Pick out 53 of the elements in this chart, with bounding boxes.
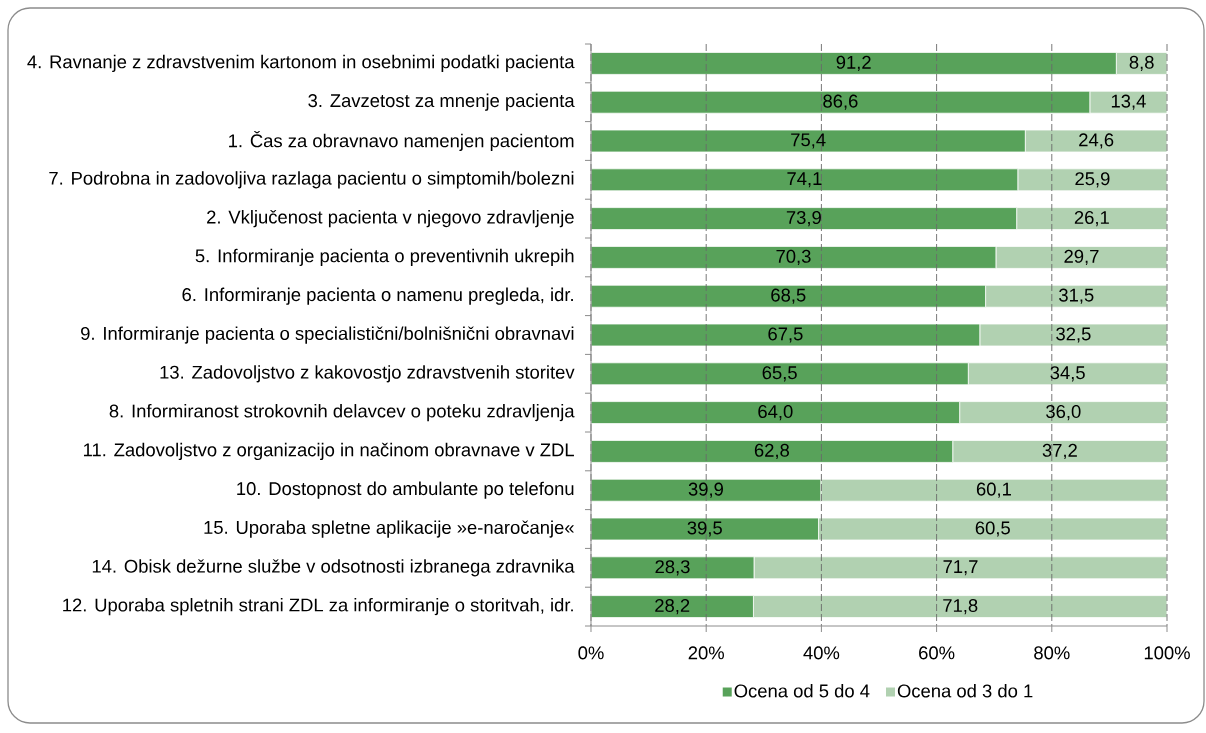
data-label: 39,5 (687, 521, 722, 537)
data-label: 39,9 (688, 482, 723, 498)
y-tick-label: 10. Dostopnost do ambulante po telefonu (237, 481, 574, 499)
data-label: 68,5 (771, 288, 806, 304)
data-label: 37,2 (1042, 443, 1077, 460)
data-label: 24,6 (1079, 133, 1114, 149)
data-label: 32,5 (1056, 327, 1091, 343)
y-tick-label: 4. Ravnanje z zdravstvenim kartonom in osebnimi podatki pacienta (27, 54, 575, 72)
data-label: 71,7 (943, 560, 978, 576)
x-tick-label: 20% (688, 646, 724, 660)
data-label: 31,5 (1059, 288, 1094, 304)
x-tick-label: 60% (919, 646, 955, 660)
data-label: 26,1 (1074, 210, 1109, 227)
data-label: 36,0 (1046, 404, 1081, 421)
data-label: 70,3 (776, 249, 811, 266)
data-label: 75,4 (791, 133, 826, 149)
data-label: 60,1 (976, 482, 1011, 498)
y-tick-label: 12. Uporaba spletnih strani ZDL za informiranje o storitvah, idr. (63, 598, 573, 616)
data-label: 67,5 (768, 327, 803, 343)
y-tick-label: 6. Informiranje pacienta o namenu pregleda, idr. (182, 287, 573, 305)
data-label: 74,1 (787, 172, 822, 188)
legend-label: Ocena od 3 do 1 (897, 683, 1033, 698)
data-label: 62,8 (754, 443, 790, 460)
y-tick-label: 1. Čas za obravnavo namenjen pacientom (229, 131, 574, 151)
data-label: 64,0 (758, 404, 793, 421)
data-label: 65,5 (762, 366, 797, 382)
y-tick-label: 11. Zadovoljstvo z organizacijo in načinom obravnave v ZDL (83, 442, 574, 461)
y-tick-label: 13. Zadovoljstvo z kakovostjo zdravstvenih storitev (160, 365, 575, 383)
y-tick-label: 9. Informiranje pacienta o specialistični/bolnišnični obravnavi (81, 326, 574, 344)
data-label: 25,9 (1075, 172, 1110, 188)
y-tick-label: 2. Vključenost pacienta v njegovo zdravljenje (207, 209, 574, 228)
data-label: 8,8 (1129, 55, 1154, 72)
y-tick-label: 8. Informiranost strokovnih delavcev o poteku zdravljenja (109, 404, 575, 422)
x-tick-label: 40% (803, 646, 840, 660)
x-tick-label: 80% (1034, 646, 1070, 660)
legend-label: Ocena od 5 do 4 (734, 683, 870, 698)
data-label: 28,3 (655, 560, 690, 576)
y-tick-label: 7. Podrobna in zadovoljiva razlaga pacientu o simptomih/bolezni (49, 171, 574, 189)
data-label: 60,5 (975, 521, 1010, 537)
data-label: 73,9 (786, 210, 821, 227)
data-label: 13,4 (1111, 94, 1146, 110)
data-label: 28,2 (655, 598, 690, 615)
x-tick-label: 100% (1144, 646, 1190, 660)
data-label: 34,5 (1050, 366, 1085, 382)
y-tick-label: 15. Uporaba spletne aplikacije »e-naročanje« (204, 520, 574, 538)
y-tick-label: 3. Zavzetost za mnenje pacienta (308, 93, 575, 111)
x-tick-label: 0% (578, 646, 604, 660)
data-label: 71,8 (943, 598, 978, 615)
data-label: 91,2 (836, 55, 871, 72)
y-tick-label: 14. Obisk dežurne službe v odsotnosti izbranega zdravnika (92, 559, 575, 577)
data-label: 29,7 (1064, 249, 1099, 266)
data-label: 86,6 (823, 94, 858, 110)
y-tick-label: 5. Informiranje pacienta o preventivnih ukrepih (195, 248, 574, 266)
